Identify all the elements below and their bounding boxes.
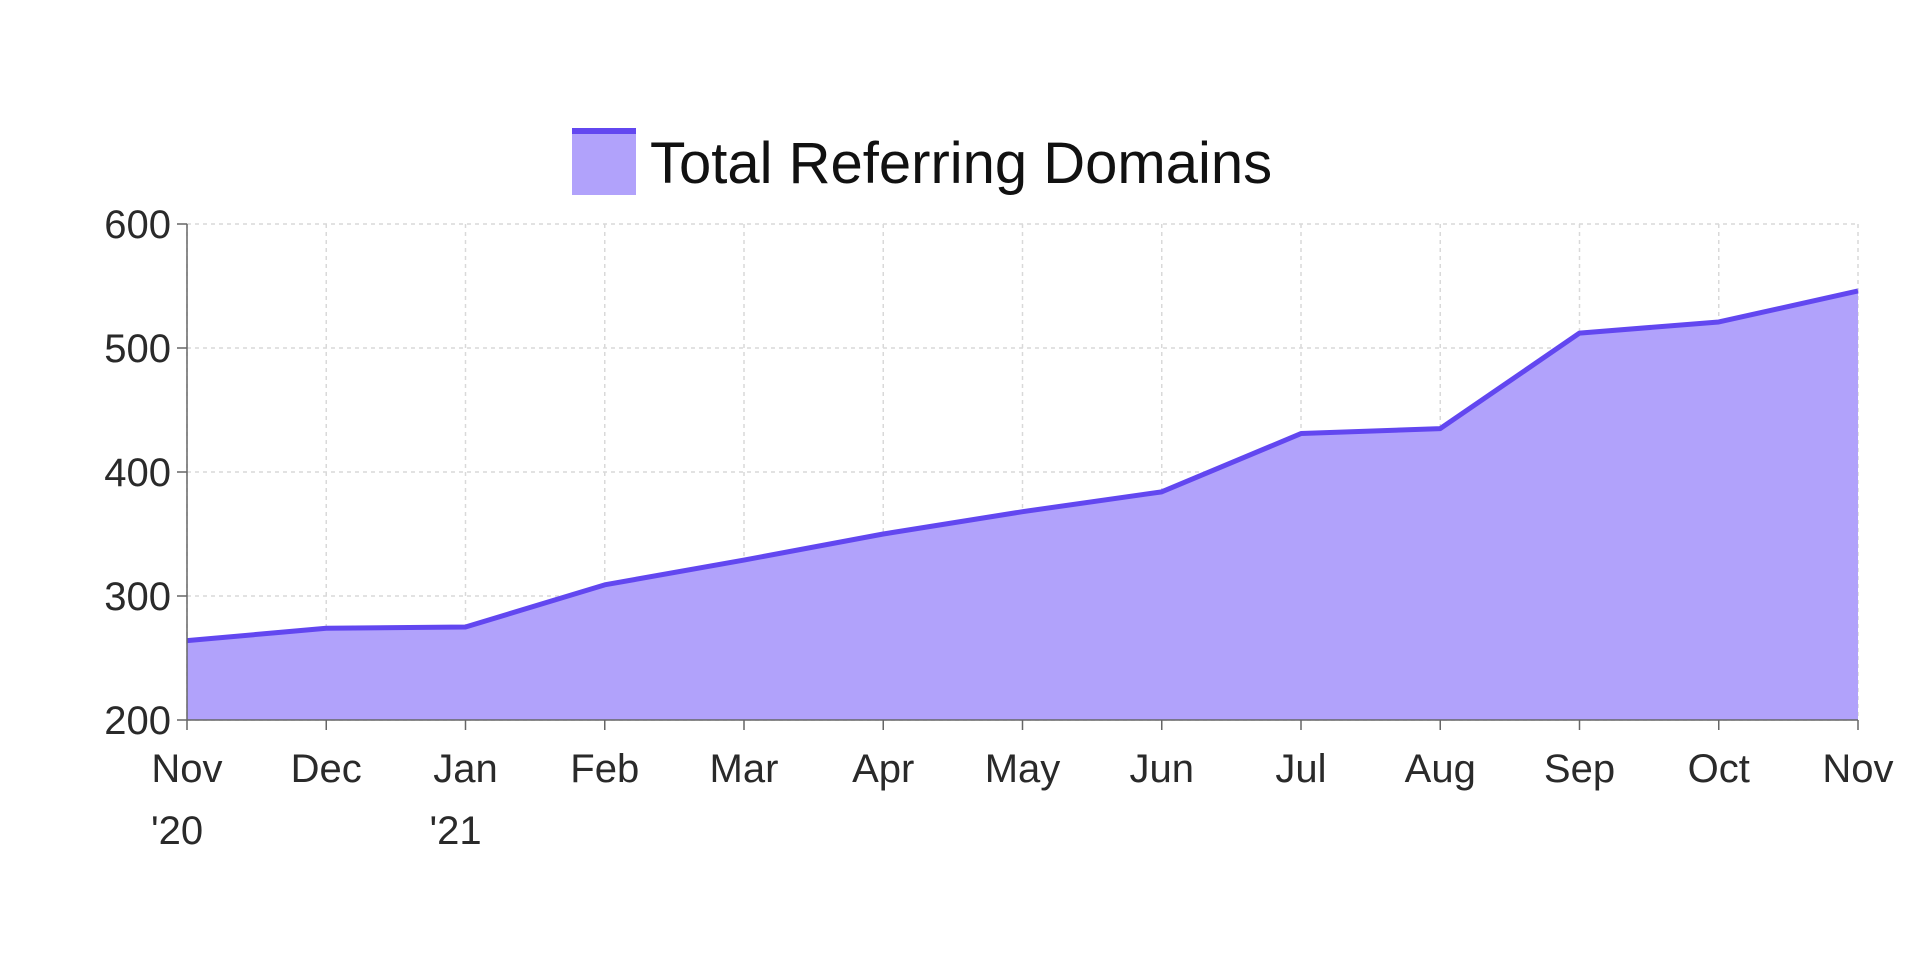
x-tick-label: Dec	[291, 747, 362, 791]
y-tick-label: 200	[104, 699, 171, 743]
x-tick-label: '20	[151, 809, 203, 853]
x-tick-label: Apr	[852, 747, 914, 791]
x-tick-label: May	[985, 747, 1061, 791]
x-tick-label: Nov	[151, 747, 222, 791]
y-tick-label: 500	[104, 327, 171, 371]
y-tick-label: 400	[104, 451, 171, 495]
y-tick-label: 600	[104, 203, 171, 247]
legend-swatch-fill	[572, 131, 636, 195]
x-tick-label: Nov	[1822, 747, 1893, 791]
x-tick-label: Mar	[710, 747, 779, 791]
x-tick-label: Jul	[1275, 747, 1326, 791]
x-tick-label: Jun	[1130, 747, 1195, 791]
x-tick-label: Jan	[433, 747, 498, 791]
x-tick-label: Aug	[1405, 747, 1476, 791]
y-tick-label: 300	[104, 575, 171, 619]
tick-labels: 200 300 400 500 600 Nov '20 Dec Jan '21 Feb Mar Apr M…	[104, 203, 1893, 853]
axes	[177, 223, 1859, 730]
legend-label: Total Referring Domains	[650, 131, 1272, 196]
x-tick-label: Sep	[1544, 747, 1615, 791]
series-area	[187, 290, 1858, 720]
legend: Total Referring Domains	[572, 128, 1272, 196]
x-tick-label: Oct	[1688, 747, 1750, 791]
x-tick-label: '21	[430, 809, 482, 853]
x-tick-label: Feb	[570, 747, 639, 791]
